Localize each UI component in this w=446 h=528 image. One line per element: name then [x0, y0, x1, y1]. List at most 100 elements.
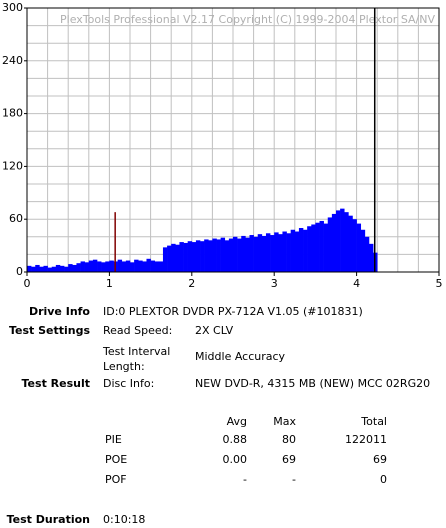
section-label: Test Settings — [8, 324, 90, 337]
bar — [344, 212, 349, 272]
column-header: Total — [361, 415, 387, 428]
field-value: 2X CLV — [195, 324, 234, 337]
watermark: PlexTools Professional V2.17 Copyright (… — [60, 13, 435, 26]
y-tick-label: 180 — [2, 107, 23, 120]
bar — [117, 259, 123, 272]
bar — [130, 262, 135, 272]
bar — [249, 235, 254, 272]
bar — [228, 238, 234, 272]
column-header: Avg — [226, 415, 247, 428]
bar — [101, 262, 106, 272]
bar — [348, 215, 353, 272]
section-label: Drive Info — [28, 305, 90, 318]
y-tick-label: 240 — [2, 54, 23, 67]
field-label: Disc Info: — [103, 377, 155, 390]
bar — [167, 245, 172, 272]
bar — [216, 239, 221, 272]
row-label: POE — [105, 453, 128, 466]
bar — [257, 234, 263, 272]
bar — [195, 240, 201, 272]
bar — [270, 235, 275, 272]
bar — [265, 233, 271, 272]
stat-value: - — [292, 473, 296, 486]
duration-value: 0:10:18 — [103, 513, 146, 526]
field-label: Read Speed: — [103, 324, 173, 337]
bar — [183, 242, 188, 272]
field-value: Middle Accuracy — [195, 350, 286, 363]
bar — [27, 265, 32, 272]
field-value: NEW DVD-R, 4315 MB (NEW) MCC 02RG20 — [195, 377, 431, 390]
bar — [323, 223, 329, 272]
bar — [59, 265, 65, 272]
stat-value: 80 — [282, 433, 296, 446]
bar — [55, 264, 61, 272]
x-tick-label: 3 — [271, 277, 278, 290]
bar — [311, 224, 316, 272]
bar — [261, 235, 267, 272]
bar — [282, 231, 287, 272]
bar — [72, 264, 77, 272]
bar — [274, 232, 279, 272]
bar — [303, 229, 308, 272]
chart: 0 60 120 180 240 300 0 1 2 3 4 5 PlexTools Professio… — [2, 1, 443, 290]
section-label: Test Duration — [6, 513, 90, 526]
bar — [286, 233, 291, 272]
y-tick-label: 300 — [2, 1, 23, 14]
bar — [200, 241, 205, 272]
bar — [179, 242, 184, 272]
stat-value: 69 — [373, 453, 387, 466]
bar — [352, 219, 357, 272]
bar — [220, 237, 226, 272]
bar — [278, 234, 283, 272]
y-tick-label: 0 — [16, 265, 23, 278]
bar — [175, 244, 180, 272]
bar — [212, 238, 217, 272]
plot-frame — [26, 7, 440, 273]
bar — [138, 260, 143, 272]
bar — [319, 220, 324, 272]
bar — [187, 241, 193, 272]
bar — [88, 260, 94, 272]
bar — [241, 235, 246, 272]
drive-info: ID:0 PLEXTOR DVDR PX-712A V1.05 (#101831… — [103, 305, 363, 318]
bar — [92, 259, 98, 272]
bar — [364, 236, 370, 272]
bar — [146, 258, 151, 272]
bar — [134, 259, 139, 272]
x-tick-label: 2 — [188, 277, 195, 290]
bar — [51, 266, 57, 272]
field-label: Test Interval Length: — [103, 345, 171, 373]
bar — [84, 262, 90, 272]
bar — [97, 261, 102, 272]
bar — [253, 236, 259, 272]
bar — [245, 237, 250, 272]
stat-value: 0 — [380, 473, 387, 486]
x-tick-label: 4 — [353, 277, 360, 290]
bar — [340, 208, 345, 272]
stat-value: - — [243, 473, 247, 486]
bar — [315, 222, 320, 272]
bar — [31, 266, 36, 272]
bar — [80, 261, 85, 272]
row-label: PIE — [105, 433, 122, 446]
x-tick-label: 0 — [24, 277, 31, 290]
x-tick-label: 5 — [436, 277, 443, 290]
bar — [298, 228, 304, 272]
stat-value: 0.88 — [222, 433, 248, 446]
bar — [121, 261, 127, 272]
section-label: Test Result — [21, 377, 90, 390]
bar — [64, 266, 69, 272]
bar — [68, 264, 73, 272]
bar — [105, 261, 110, 272]
bar — [233, 236, 238, 272]
bar — [290, 229, 296, 272]
stat-value: 0.00 — [222, 453, 248, 466]
bar — [162, 247, 168, 272]
stat-value: 69 — [282, 453, 296, 466]
column-header: Max — [273, 415, 296, 428]
y-tick-label: 60 — [9, 212, 23, 225]
bar — [142, 261, 147, 272]
bar — [237, 238, 242, 272]
bar — [208, 240, 213, 272]
